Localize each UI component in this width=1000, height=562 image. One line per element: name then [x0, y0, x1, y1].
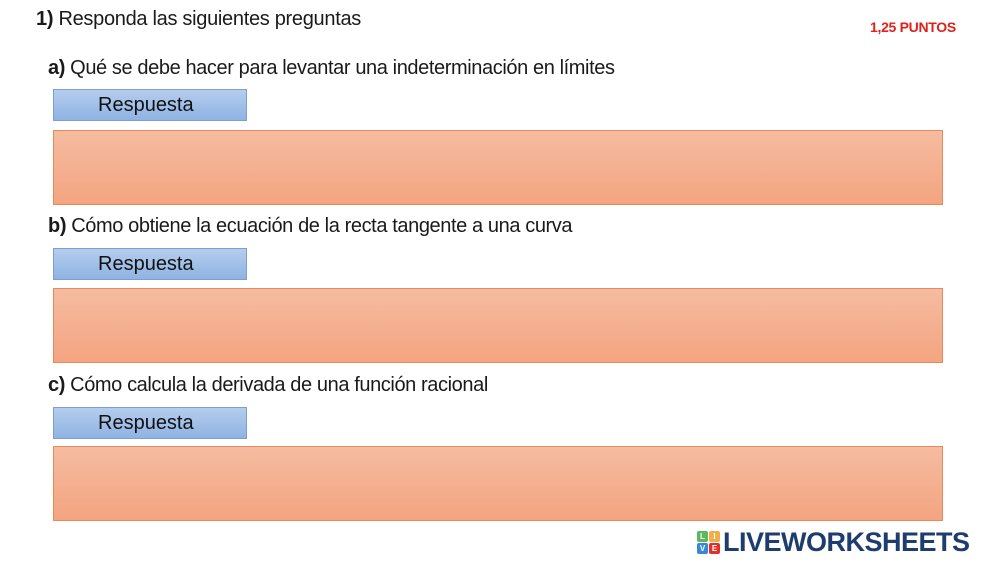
logo-tiles-icon: L I V E [697, 531, 720, 554]
answer-label-b: Respuesta [53, 248, 247, 280]
question-letter: b) [48, 215, 67, 237]
liveworksheets-logo: L I V E LIVEWORKSHEETS [697, 527, 970, 558]
exercise-instruction: Responda las siguientes preguntas [58, 8, 361, 30]
exercise-title: 1) Responda las siguientes preguntas [36, 8, 361, 31]
question-letter: a) [48, 57, 65, 79]
question-letter: c) [48, 374, 65, 396]
logo-text: LIVEWORKSHEETS [723, 527, 970, 557]
question-text: Qué se debe hacer para levantar una inde… [70, 57, 615, 79]
answer-label-a: Respuesta [53, 89, 247, 121]
exercise-number: 1) [36, 8, 54, 30]
answer-label-c: Respuesta [53, 407, 247, 439]
question-b: b) Cómo obtiene la ecuación de la recta … [48, 215, 573, 238]
logo-tile: L [697, 531, 708, 542]
question-a: a) Qué se debe hacer para levantar una i… [48, 57, 615, 80]
answer-input-b[interactable] [54, 289, 942, 362]
logo-tile: E [709, 543, 720, 554]
answer-input-a[interactable] [54, 131, 942, 204]
answer-box-b[interactable] [53, 288, 943, 363]
answer-box-a[interactable] [53, 130, 943, 205]
question-text: Cómo obtiene la ecuación de la recta tan… [71, 215, 573, 237]
question-c: c) Cómo calcula la derivada de una funci… [48, 374, 488, 397]
logo-tile: I [709, 531, 720, 542]
question-text: Cómo calcula la derivada de una función … [70, 374, 488, 396]
answer-box-c[interactable] [53, 446, 943, 521]
logo-tile: V [697, 543, 708, 554]
answer-input-c[interactable] [54, 447, 942, 520]
points-badge: 1,25 PUNTOS [870, 19, 956, 35]
